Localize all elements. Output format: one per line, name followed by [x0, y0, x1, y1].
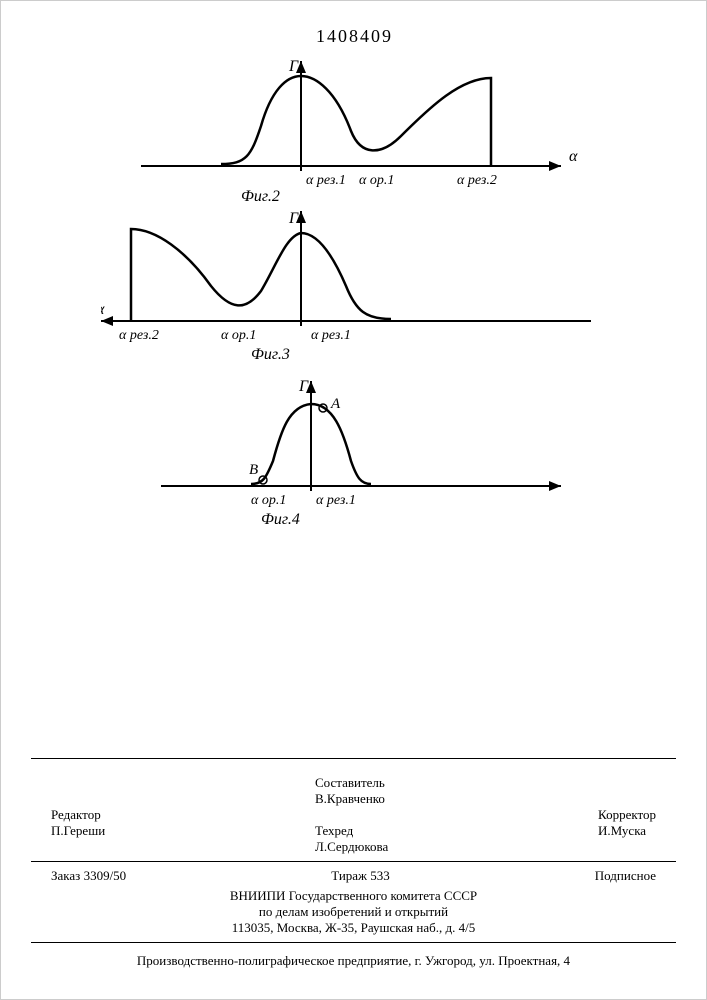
figure-3: Г α α рез.2 α ор.1 α рез.1 Фиг.3	[101, 210, 591, 363]
fig4-caption: Фиг.4	[261, 511, 300, 528]
fig3-tick-3: α рез.1	[311, 328, 351, 343]
fig4-tick-1: α ор.1	[251, 493, 286, 508]
fig2-x-label: α	[569, 148, 578, 165]
figures-svg: Г α α рез.1 α ор.1 α рез.2 Фиг.2 Г α	[101, 56, 621, 536]
order-cell: Заказ 3309/50	[51, 868, 126, 884]
figure-2: Г α α рез.1 α ор.1 α рез.2 Фиг.2	[141, 58, 578, 205]
fig3-x-label: α	[101, 301, 105, 318]
figures-container: Г α α рез.1 α ор.1 α рез.2 Фиг.2 Г α	[101, 56, 621, 536]
techred-label: Техред	[315, 823, 353, 838]
order-number: 3309/50	[84, 868, 127, 883]
tirazh-value: 533	[370, 868, 390, 883]
credits-row: Редактор П.Гереши Составитель В.Кравченк…	[31, 759, 676, 862]
editor-col: Редактор П.Гереши	[51, 759, 105, 855]
corrector-name: И.Муска	[598, 823, 646, 838]
publisher-line-2: по делам изобретений и открытий	[51, 904, 656, 920]
fig3-tick-2: α ор.1	[221, 328, 256, 343]
order-label: Заказ	[51, 868, 80, 883]
fig3-y-label: Г	[288, 210, 299, 227]
tirazh-cell: Тираж 533	[331, 868, 390, 884]
fig3-curve	[131, 229, 391, 321]
editor-name: П.Гереши	[51, 823, 105, 838]
fig2-caption: Фиг.2	[241, 188, 280, 205]
tirazh-label: Тираж	[331, 868, 367, 883]
subscription-cell: Подписное	[595, 868, 656, 884]
imprint-block: Редактор П.Гереши Составитель В.Кравченк…	[31, 758, 676, 969]
figure-4: Г A B α ор.1 α рез.1 Фиг.4	[161, 378, 561, 528]
fig2-tick-1: α рез.1	[306, 173, 346, 188]
editor-label: Редактор	[51, 807, 101, 822]
fig2-tick-3: α рез.2	[457, 173, 497, 188]
techred-name: Л.Сердюкова	[315, 839, 388, 854]
publisher-block: ВНИИПИ Государственного комитета СССР по…	[31, 888, 676, 943]
order-row: Заказ 3309/50 Тираж 533 Подписное	[31, 862, 676, 888]
fig3-caption: Фиг.3	[251, 346, 290, 363]
fig4-tick-2: α рез.1	[316, 493, 356, 508]
printer-line: Производственно-полиграфическое предприя…	[31, 943, 676, 969]
compiler-col: Составитель В.Кравченко Техред Л.Сердюко…	[315, 759, 388, 855]
fig3-tick-1: α рез.2	[119, 328, 159, 343]
fig2-y-label: Г	[288, 58, 299, 75]
publisher-line-1: ВНИИПИ Государственного комитета СССР	[51, 888, 656, 904]
corrector-label: Корректор	[598, 807, 656, 822]
fig2-curve	[221, 76, 491, 166]
fig4-y-label: Г	[298, 378, 309, 395]
corrector-col: Корректор И.Муска	[598, 759, 656, 855]
patent-number: 1408409	[1, 26, 707, 47]
fig2-tick-2: α ор.1	[359, 173, 394, 188]
publisher-line-3: 113035, Москва, Ж-35, Раушская наб., д. …	[51, 920, 656, 936]
compiler-label: Составитель	[315, 775, 385, 790]
page: 1408409 Г α α рез.1 α ор.1 α рез.2 Фиг.2	[0, 0, 707, 1000]
fig4-point-b-label: B	[249, 462, 258, 478]
compiler-name: В.Кравченко	[315, 791, 385, 806]
fig4-point-a-label: A	[330, 396, 341, 412]
